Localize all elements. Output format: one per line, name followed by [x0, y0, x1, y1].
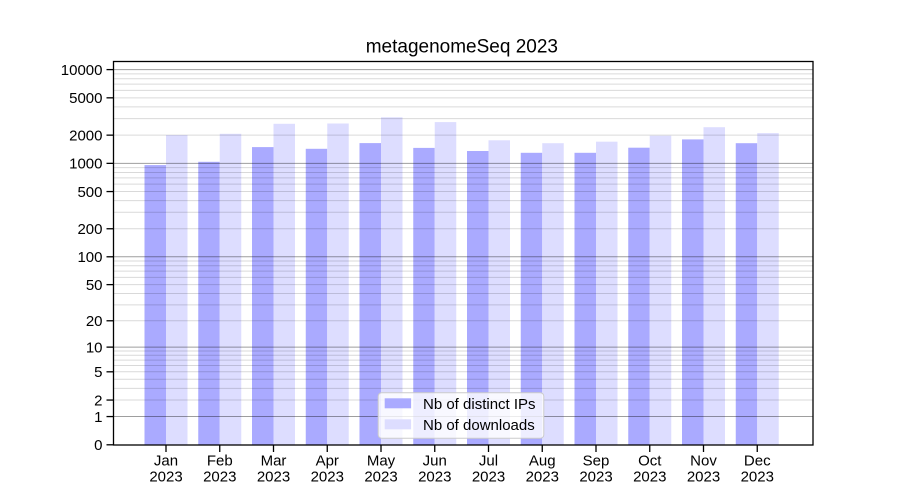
svg-text:1000: 1000 — [69, 156, 102, 173]
svg-text:1: 1 — [94, 409, 102, 426]
svg-text:Jun: Jun — [423, 453, 447, 470]
svg-text:0: 0 — [94, 437, 102, 454]
svg-text:500: 500 — [77, 184, 102, 201]
svg-text:2023: 2023 — [257, 469, 290, 486]
svg-text:200: 200 — [77, 221, 102, 238]
svg-text:10: 10 — [86, 339, 103, 356]
svg-text:2000: 2000 — [69, 127, 102, 144]
svg-text:2023: 2023 — [364, 469, 397, 486]
svg-text:2023: 2023 — [203, 469, 236, 486]
svg-text:Feb: Feb — [207, 453, 233, 470]
svg-text:Nb of downloads: Nb of downloads — [423, 417, 535, 434]
svg-text:2023: 2023 — [149, 469, 182, 486]
svg-text:2023: 2023 — [472, 469, 505, 486]
svg-text:5: 5 — [94, 364, 102, 381]
svg-text:Nov: Nov — [690, 453, 717, 470]
svg-text:2023: 2023 — [741, 469, 774, 486]
svg-text:2023: 2023 — [311, 469, 344, 486]
svg-text:Apr: Apr — [316, 453, 339, 470]
svg-text:Oct: Oct — [638, 453, 662, 470]
svg-text:Dec: Dec — [744, 453, 771, 470]
svg-text:20: 20 — [86, 313, 103, 330]
svg-text:metagenomeSeq 2023: metagenomeSeq 2023 — [366, 36, 558, 57]
svg-text:Sep: Sep — [583, 453, 610, 470]
svg-text:2023: 2023 — [633, 469, 666, 486]
svg-text:Mar: Mar — [261, 453, 287, 470]
svg-text:Aug: Aug — [529, 453, 556, 470]
svg-text:2023: 2023 — [579, 469, 612, 486]
svg-text:Jan: Jan — [154, 453, 178, 470]
svg-text:2023: 2023 — [687, 469, 720, 486]
svg-text:May: May — [367, 453, 396, 470]
svg-text:50: 50 — [86, 277, 103, 294]
svg-text:2: 2 — [94, 392, 102, 409]
svg-text:Nb of distinct IPs: Nb of distinct IPs — [423, 396, 536, 413]
svg-text:2023: 2023 — [418, 469, 451, 486]
svg-text:Jul: Jul — [479, 453, 498, 470]
svg-text:100: 100 — [77, 249, 102, 266]
svg-text:2023: 2023 — [526, 469, 559, 486]
svg-text:10000: 10000 — [61, 62, 103, 79]
svg-text:5000: 5000 — [69, 90, 102, 107]
